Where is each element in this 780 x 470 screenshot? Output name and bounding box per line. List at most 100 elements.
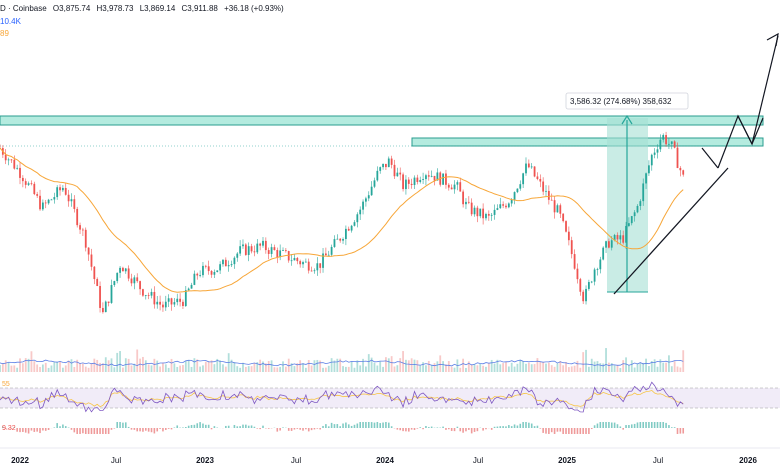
candle-body <box>150 291 153 296</box>
candle-body <box>330 246 333 255</box>
macd-bar <box>185 427 187 428</box>
macd-bar <box>353 424 356 428</box>
rsi-line <box>0 381 684 413</box>
macd-bar <box>559 428 562 432</box>
volume-bar <box>307 360 310 372</box>
volume-bar <box>61 367 64 372</box>
volume-bar <box>539 362 542 372</box>
macd-bar <box>336 424 339 428</box>
volume-bar <box>1 363 4 372</box>
time-axis-label: 2022 <box>11 456 29 465</box>
macd-bar <box>64 426 67 428</box>
close-value: C3,911.88 <box>181 4 218 13</box>
volume-bar <box>73 366 76 372</box>
volume-bar <box>4 360 7 372</box>
volume-bar <box>399 358 402 372</box>
candle-body <box>410 183 413 186</box>
candle-body <box>276 250 279 258</box>
macd-bar <box>210 428 213 430</box>
candle-body <box>61 187 64 191</box>
macd-bar <box>316 428 319 429</box>
candle-body <box>16 167 19 169</box>
candle-body <box>670 141 673 144</box>
candle-body <box>510 199 513 204</box>
candle-body <box>239 246 242 254</box>
volume-bar <box>236 366 239 372</box>
volume-bar <box>30 351 33 372</box>
volume-bar <box>662 362 665 372</box>
macd-bar <box>167 428 170 429</box>
macd-bar <box>448 428 450 430</box>
candle-body <box>405 179 407 190</box>
macd-bar <box>430 426 433 428</box>
volume-bar <box>182 365 184 372</box>
macd-bar <box>36 428 38 432</box>
macd-bar <box>599 422 602 428</box>
volume-bar <box>324 367 327 372</box>
macd-bar <box>325 424 327 428</box>
candle-body <box>247 246 250 255</box>
volume-bar <box>21 363 24 372</box>
candle-body <box>430 175 433 177</box>
candle-body <box>162 304 164 308</box>
macd-bar <box>542 428 544 433</box>
macd-bar <box>673 427 676 428</box>
rsi-ma-line <box>0 389 684 408</box>
macd-bar <box>299 428 301 430</box>
macd-bar <box>362 422 364 428</box>
candle-body <box>599 259 602 270</box>
macd-bar <box>493 426 496 428</box>
macd-bar <box>267 428 270 429</box>
volume-bar <box>124 358 127 372</box>
macd-bar <box>642 422 644 428</box>
volume-bar <box>210 360 213 372</box>
candle-body <box>173 302 176 305</box>
volume-bar <box>16 367 19 372</box>
macd-bar <box>650 422 653 428</box>
macd-bar <box>427 427 430 428</box>
volume-bar <box>47 367 50 372</box>
macd-bar <box>136 428 139 432</box>
volume-bar <box>493 363 496 372</box>
volume-bar <box>407 360 410 372</box>
macd-bar <box>2 426 4 428</box>
volume-bar <box>659 359 662 372</box>
candle-body <box>350 225 353 231</box>
macd-bar <box>245 424 247 428</box>
macd-bar <box>4 428 7 430</box>
volume-bar <box>27 358 30 372</box>
macd-bar <box>588 428 590 434</box>
macd-bar <box>582 428 584 434</box>
macd-bar <box>419 427 422 428</box>
macd-bar <box>16 428 18 432</box>
volume-bar <box>547 362 550 372</box>
candle-body <box>628 223 630 226</box>
volume-bar <box>256 362 259 372</box>
resistance-zone-upper <box>0 115 764 126</box>
candle-body <box>665 135 667 145</box>
volume-bar <box>405 359 407 372</box>
candle-body <box>253 251 256 253</box>
macd-bar <box>533 426 536 428</box>
volume-bar <box>262 361 264 372</box>
volume-bar <box>59 361 61 372</box>
candle-body <box>133 277 136 284</box>
candle-body <box>167 298 170 302</box>
low-value: L3,869.14 <box>139 4 176 13</box>
macd-bar <box>382 422 384 428</box>
volume-bar <box>219 360 222 372</box>
candle-body <box>567 231 570 241</box>
volume-bar <box>242 362 244 372</box>
candle-body <box>447 184 450 188</box>
macd-bar <box>625 425 627 428</box>
candle-body <box>539 178 542 182</box>
macd-bar <box>659 422 662 428</box>
macd-bar <box>90 428 93 434</box>
candle-body <box>79 225 81 230</box>
volume-bar <box>170 358 173 372</box>
candle-body <box>233 257 236 265</box>
volume-bar <box>602 363 605 372</box>
macd-bar <box>442 426 444 428</box>
macd-bar <box>459 428 462 432</box>
